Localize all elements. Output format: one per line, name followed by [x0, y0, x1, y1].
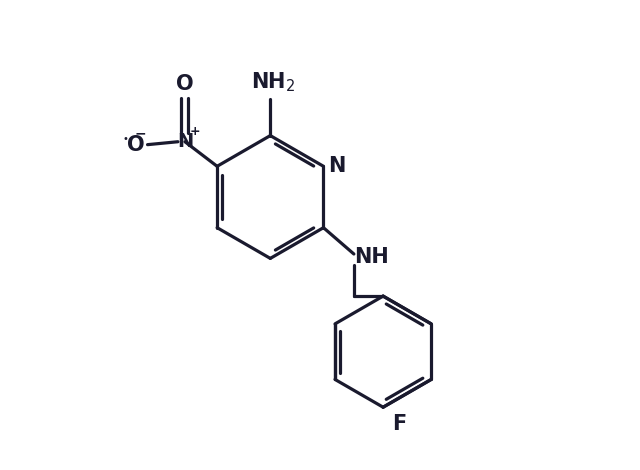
Text: N: N — [328, 157, 345, 176]
Text: NH: NH — [354, 247, 388, 267]
Text: O: O — [176, 74, 194, 94]
Text: +: + — [189, 125, 200, 138]
Text: O: O — [127, 134, 145, 155]
Text: −: − — [134, 126, 146, 140]
Text: N: N — [177, 132, 193, 151]
Text: NH$_2$: NH$_2$ — [251, 70, 296, 94]
Text: •: • — [122, 134, 128, 144]
Text: F: F — [392, 414, 406, 434]
